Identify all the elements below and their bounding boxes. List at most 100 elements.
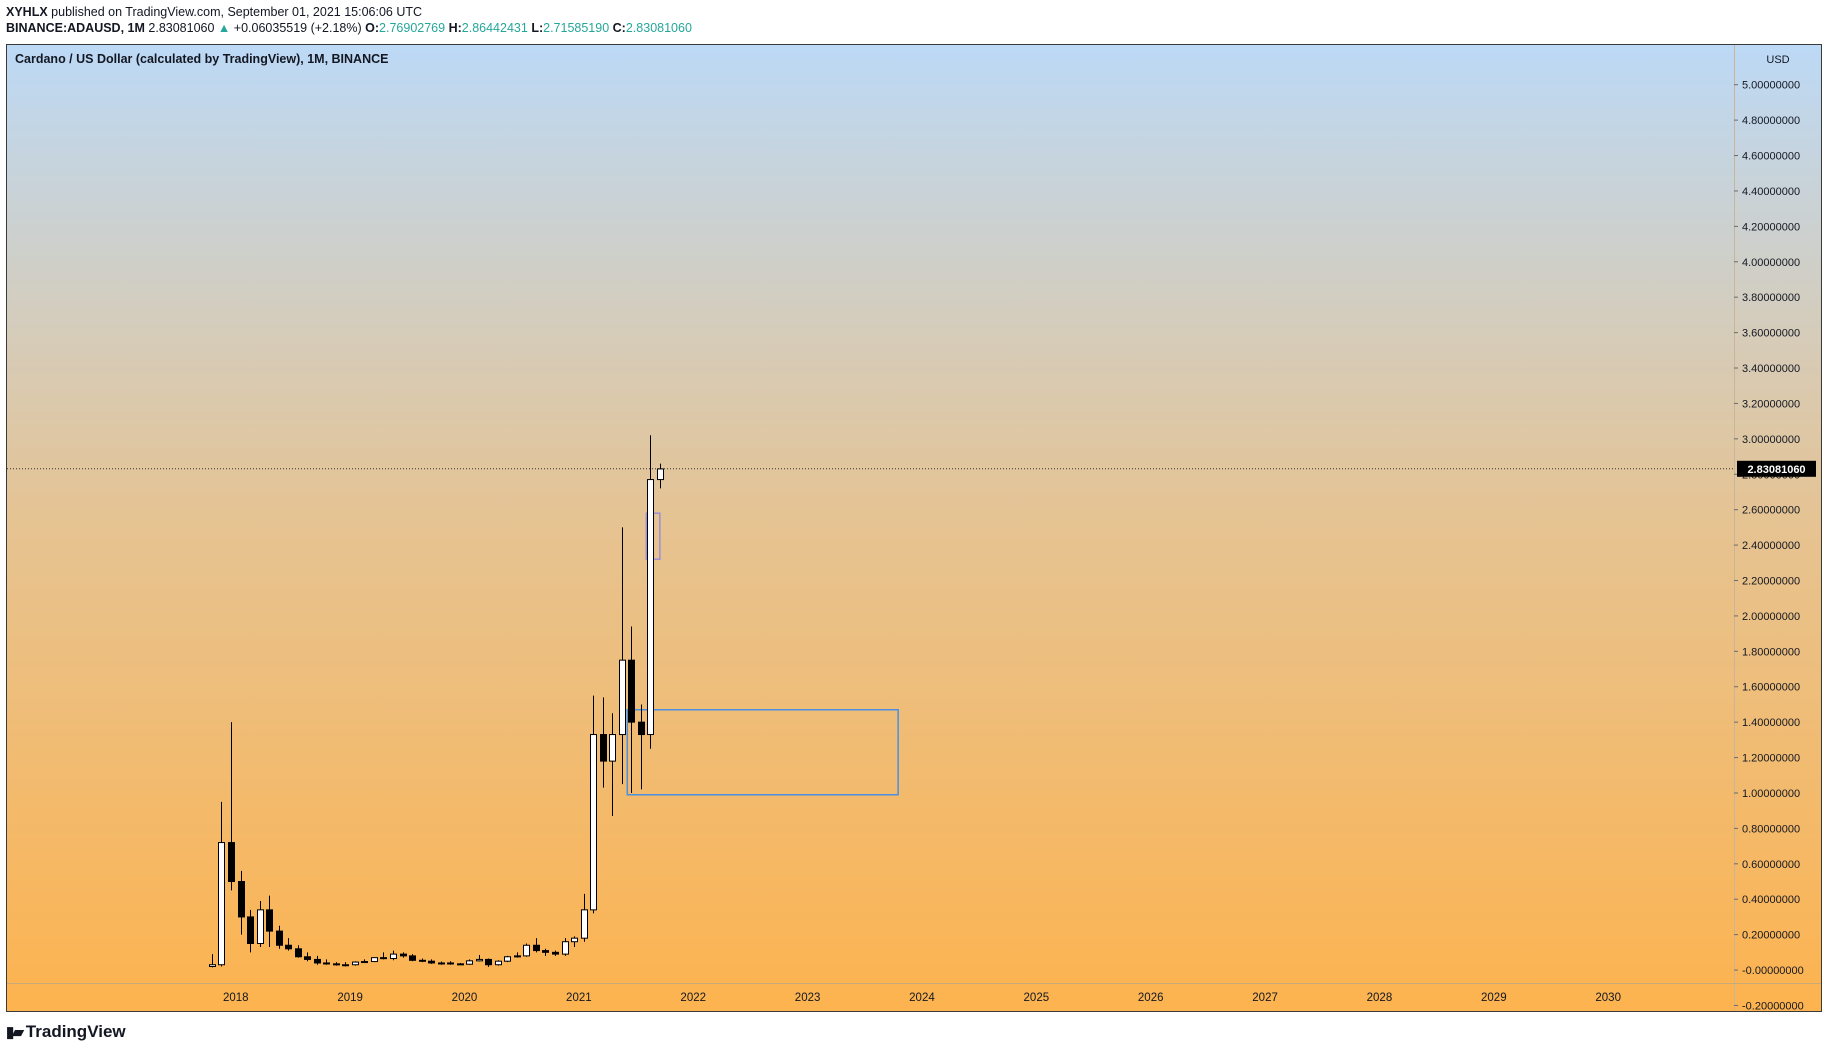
- chart-background: [7, 45, 1821, 1011]
- y-tick-label: 3.00000000: [1742, 434, 1800, 446]
- chart-frame[interactable]: USD 5.00000000 4.80000000 4.60000000 4.4000…: [6, 44, 1822, 1012]
- x-tick-label: 2024: [909, 992, 935, 1004]
- demand-zone-rectangle: [626, 709, 899, 796]
- y-tick-label: 4.20000000: [1742, 221, 1800, 233]
- y-tick-label: 1.60000000: [1742, 682, 1800, 694]
- x-tick-label: 2029: [1481, 992, 1507, 1004]
- candle-body: [247, 916, 254, 944]
- y-tick-label: -0.20000000: [1742, 1000, 1804, 1011]
- last-price: 2.83081060: [148, 21, 215, 35]
- candle-body: [628, 659, 635, 723]
- currency-label: USD: [1766, 54, 1789, 66]
- candle-body: [419, 959, 426, 962]
- candle-body: [514, 955, 521, 958]
- tradingview-logo[interactable]: ▮▰ TradingView: [6, 1022, 126, 1042]
- y-tick-label: 2.00000000: [1742, 611, 1800, 623]
- candle-body: [209, 964, 216, 968]
- candle-body: [581, 909, 588, 939]
- price-axis[interactable]: 5.00000000 4.80000000 4.60000000 4.40000000…: [1734, 80, 1804, 1011]
- candle-body: [485, 958, 492, 966]
- x-tick-label: 2023: [795, 992, 821, 1004]
- y-tick-label: 3.80000000: [1742, 292, 1800, 304]
- open-value: 2.76902769: [379, 21, 446, 35]
- up-arrow-icon: ▲: [217, 21, 231, 35]
- y-tick-label: 0.80000000: [1742, 823, 1800, 835]
- candle-body: [361, 961, 368, 964]
- candle-body: [438, 962, 445, 965]
- time-axis[interactable]: 2018 2019 2020 2021 2022 2023 2024 2025 2026 2027…: [223, 992, 1621, 1004]
- candle-body: [285, 944, 292, 950]
- current-price-tag: 2.83081060: [1737, 460, 1816, 477]
- candle-body: [504, 956, 511, 962]
- author-name[interactable]: XYHLX: [6, 5, 48, 19]
- candle-body: [400, 953, 407, 957]
- high-value: 2.86442431: [461, 21, 528, 35]
- close-value: 2.83081060: [625, 21, 692, 35]
- candle-body: [609, 734, 616, 762]
- candle-body: [380, 957, 387, 960]
- candle-body: [276, 930, 283, 946]
- candle-body: [590, 734, 597, 911]
- candle-body: [562, 941, 569, 955]
- x-tick-label: 2019: [337, 992, 363, 1004]
- tradingview-logo-icon: ▮▰: [6, 1024, 24, 1041]
- y-tick-label: 1.80000000: [1742, 646, 1800, 658]
- candle-body: [647, 479, 654, 736]
- x-tick-label: 2018: [223, 992, 249, 1004]
- candle-body: [323, 962, 330, 965]
- candle-body: [600, 734, 607, 762]
- candlestick-series: [209, 435, 664, 968]
- candle-body: [371, 957, 378, 963]
- y-tick-label: 4.00000000: [1742, 257, 1800, 269]
- y-tick-label: 3.40000000: [1742, 363, 1800, 375]
- candle-body: [342, 964, 349, 967]
- x-tick-label: 2027: [1252, 992, 1278, 1004]
- close-label: C:: [612, 21, 626, 35]
- candle-body: [552, 951, 559, 955]
- candle-body: [571, 937, 578, 943]
- logo-text: TradingView: [25, 1022, 126, 1041]
- publish-info: XYHLX published on TradingView.com, Sept…: [6, 5, 422, 20]
- price-change: +0.06035519 (+2.18%): [233, 21, 362, 35]
- y-tick-label: 3.60000000: [1742, 328, 1800, 340]
- open-label: O:: [365, 21, 380, 35]
- candle-body: [314, 958, 321, 964]
- candle-body: [228, 842, 235, 883]
- candle-body: [495, 960, 502, 966]
- y-tick-label: 5.00000000: [1742, 80, 1800, 92]
- x-tick-label: 2028: [1367, 992, 1393, 1004]
- candle-body: [238, 881, 245, 918]
- x-tick-label: 2022: [680, 992, 706, 1004]
- candle-body: [218, 842, 225, 966]
- candle-body: [352, 961, 359, 966]
- y-tick-label: 1.40000000: [1742, 717, 1800, 729]
- y-tick-label: 0.20000000: [1742, 930, 1800, 942]
- y-tick-label: 4.60000000: [1742, 151, 1800, 163]
- chart-svg[interactable]: USD 5.00000000 4.80000000 4.60000000 4.4000…: [7, 45, 1821, 1011]
- y-tick-label: 1.20000000: [1742, 753, 1800, 765]
- x-tick-label: 2030: [1595, 992, 1621, 1004]
- candle-body: [466, 960, 473, 965]
- y-tick-label: 4.80000000: [1742, 115, 1800, 127]
- candle-body: [390, 953, 397, 960]
- y-tick-label: 4.40000000: [1742, 186, 1800, 198]
- candle-body: [533, 944, 540, 952]
- candle-body: [638, 721, 645, 736]
- y-tick-label: 0.60000000: [1742, 859, 1800, 871]
- x-tick-label: 2025: [1024, 992, 1050, 1004]
- candle-body: [476, 958, 483, 962]
- candle-body: [428, 960, 435, 964]
- y-tick-label: 0.40000000: [1742, 894, 1800, 906]
- high-label: H:: [448, 21, 462, 35]
- candle-body: [333, 963, 340, 966]
- low-value: 2.71585190: [543, 21, 610, 35]
- current-price-label: 2.83081060: [1747, 464, 1805, 476]
- y-tick-label: 2.20000000: [1742, 575, 1800, 587]
- chart-title: Cardano / US Dollar (calculated by Tradi…: [15, 52, 389, 66]
- candle-body: [266, 909, 273, 932]
- symbol-label: BINANCE:ADAUSD, 1M: [6, 21, 145, 35]
- candle-body: [457, 963, 464, 966]
- low-label: L:: [531, 21, 544, 35]
- y-tick-label: 2.60000000: [1742, 505, 1800, 517]
- candle-body: [304, 956, 311, 960]
